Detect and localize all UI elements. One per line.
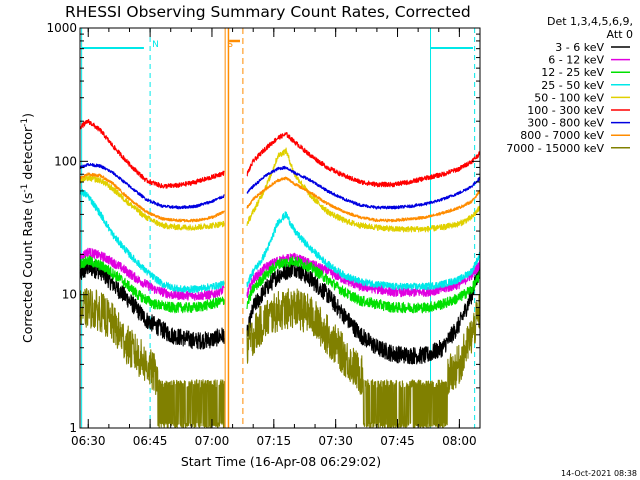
series-line [79, 147, 481, 233]
legend-label: 300 - 800 keV [527, 117, 604, 130]
timestamp: 14-Oct-2021 08:38 [561, 469, 637, 478]
y-axis-label-part3: ) [20, 113, 35, 118]
x-tick-label: 07:45 [380, 434, 415, 448]
y-axis-label-part1: Corrected Count Rate (s [20, 193, 35, 343]
legend-label: 6 - 12 keV [548, 54, 604, 67]
legend-label: 12 - 25 keV [541, 66, 604, 79]
y-axis-label: Corrected Count Rate (s-1 detector-1) [20, 113, 35, 343]
x-tick-label: 07:00 [195, 434, 230, 448]
y-axis-label-part2: detector [20, 126, 35, 184]
series-6-12-kev [79, 247, 481, 301]
series-12-25-kev [79, 255, 481, 314]
legend-label: 800 - 7000 keV [520, 129, 604, 142]
legend-label: 7000 - 15000 keV [506, 142, 604, 155]
legend-label: 3 - 6 keV [555, 41, 604, 54]
plot-area: 1 10 100 1000 06:30 06:45 07:00 07:15 07:30 07:4… [46, 21, 481, 448]
y-tick-label: 10 [62, 288, 77, 302]
legend-header-line1: Det 1,3,4,5,6,9, [547, 15, 633, 28]
x-tick-label: 06:30 [71, 434, 106, 448]
series-line [79, 255, 481, 314]
series-300-800-kev [79, 162, 481, 210]
series-line [79, 172, 481, 223]
series-50-100-kev [79, 147, 481, 233]
series-line [79, 162, 481, 210]
x-tick-label: 07:15 [257, 434, 292, 448]
y-tick-label: 100 [54, 154, 77, 168]
x-tick-label: 08:00 [442, 434, 477, 448]
chart-title: RHESSI Observing Summary Count Rates, Co… [65, 3, 471, 21]
x-axis-label: Start Time (16-Apr-08 06:29:02) [181, 454, 381, 469]
legend-label: 100 - 300 keV [527, 104, 604, 117]
y-tick-label: 1 [69, 421, 77, 435]
series-line [79, 188, 481, 294]
legend-label: 25 - 50 keV [541, 79, 604, 92]
y-tick-label: 1000 [46, 21, 77, 35]
series-line [79, 118, 481, 189]
series-25-50-kev [79, 188, 481, 294]
series-line [79, 247, 481, 301]
series-line [79, 288, 481, 429]
x-tick-label: 07:30 [318, 434, 353, 448]
x-tick-label: 06:45 [133, 434, 168, 448]
series-7000-15000-kev [79, 288, 481, 429]
annotation-s: S [227, 40, 233, 50]
annotation-n: N [152, 40, 159, 50]
series-800-7000-kev [79, 172, 481, 223]
series-100-300-kev [79, 118, 481, 189]
legend-label: 50 - 100 keV [534, 91, 604, 104]
legend-header-line2: Att 0 [607, 28, 633, 41]
plot-frame [79, 27, 481, 429]
y-axis-label-sup1: -1 [20, 184, 30, 193]
y-axis-label-sup2: -1 [20, 118, 30, 127]
